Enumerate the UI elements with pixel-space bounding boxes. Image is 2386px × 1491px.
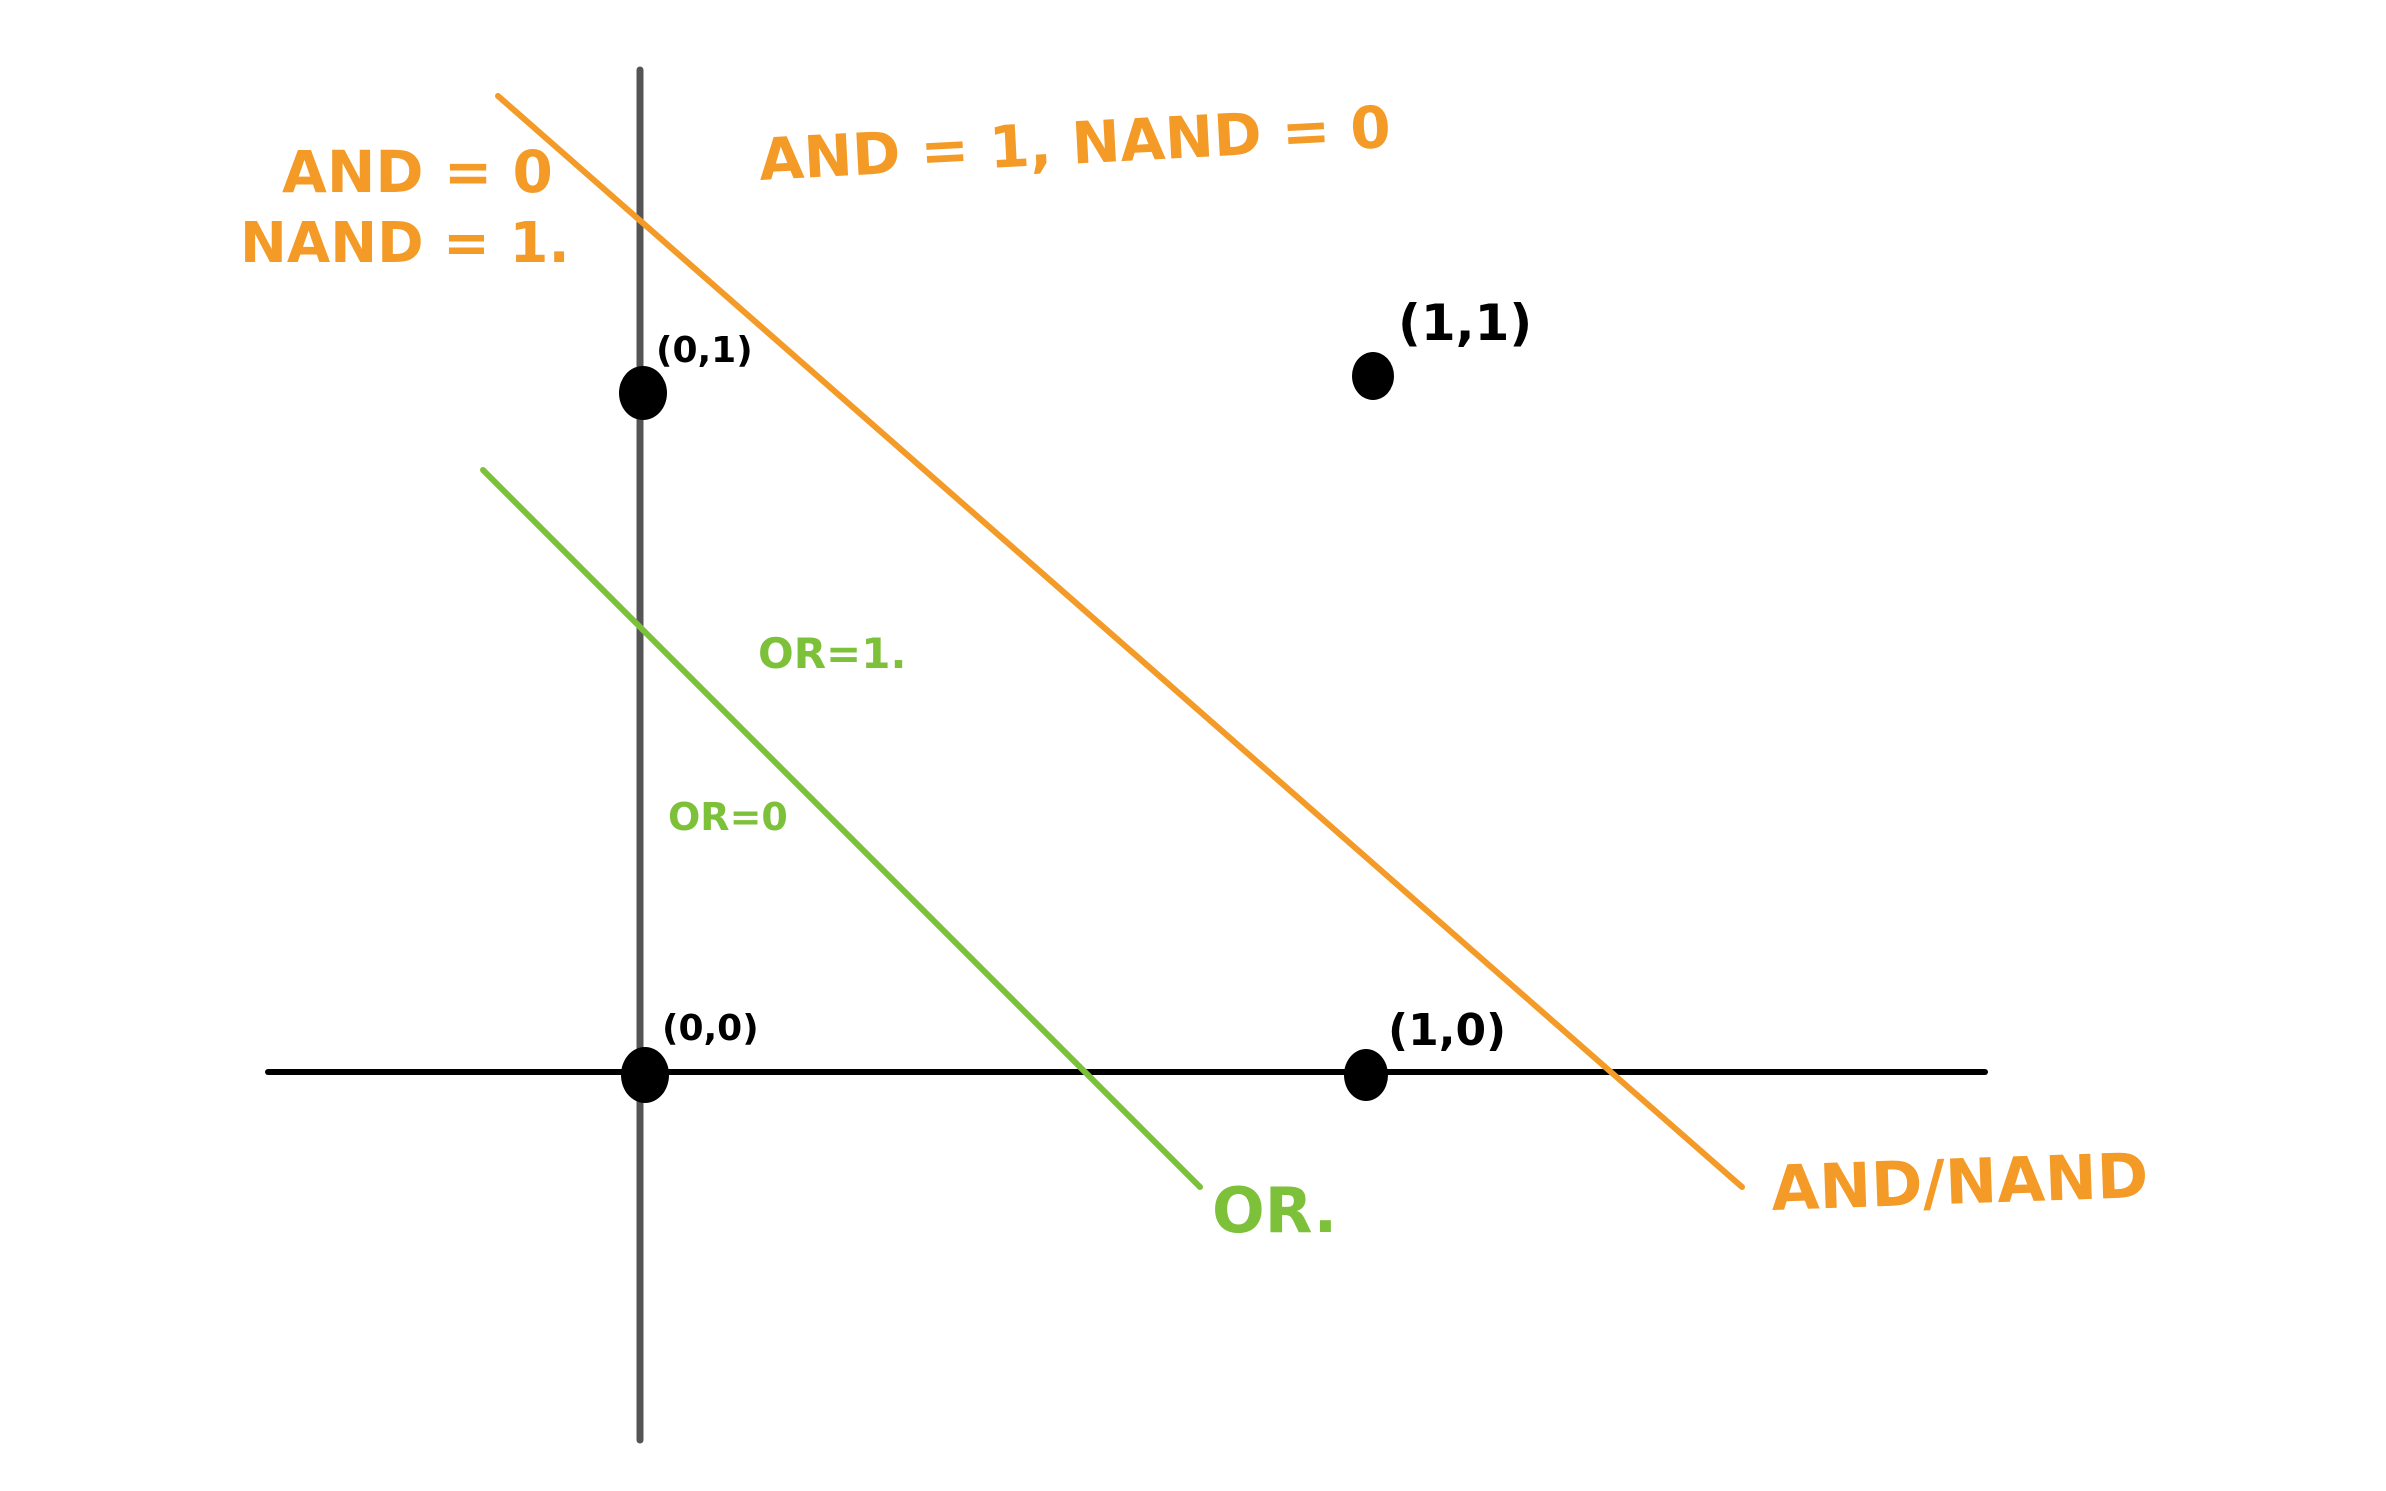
and-nand-below-label-and: AND = 0	[282, 138, 553, 206]
and-nand-above-label: AND = 1, NAND = 0	[757, 93, 1392, 194]
and-nand-line-label: AND/NAND	[1770, 1139, 2150, 1225]
or-above-label: OR=1.	[758, 629, 906, 678]
and-nand-boundary-line	[495, 93, 1745, 1190]
point-0-1-label: (0,1)	[656, 330, 753, 371]
point-1-0: (1,0)	[1344, 1005, 1506, 1101]
or-line-label: OR.	[1212, 1174, 1337, 1247]
point-0-1: (0,1)	[619, 330, 753, 420]
point-0-0: (0,0)	[621, 1008, 759, 1103]
and-nand-below-label-nand: NAND = 1.	[240, 211, 570, 276]
or-below-label: OR=0	[668, 795, 788, 839]
point-1-1: (1,1)	[1352, 294, 1532, 400]
point-1-0-label: (1,0)	[1388, 1005, 1506, 1056]
point-0-0-label: (0,0)	[662, 1008, 759, 1049]
or-boundary-line	[480, 467, 1203, 1190]
point-1-1-label: (1,1)	[1398, 294, 1532, 352]
